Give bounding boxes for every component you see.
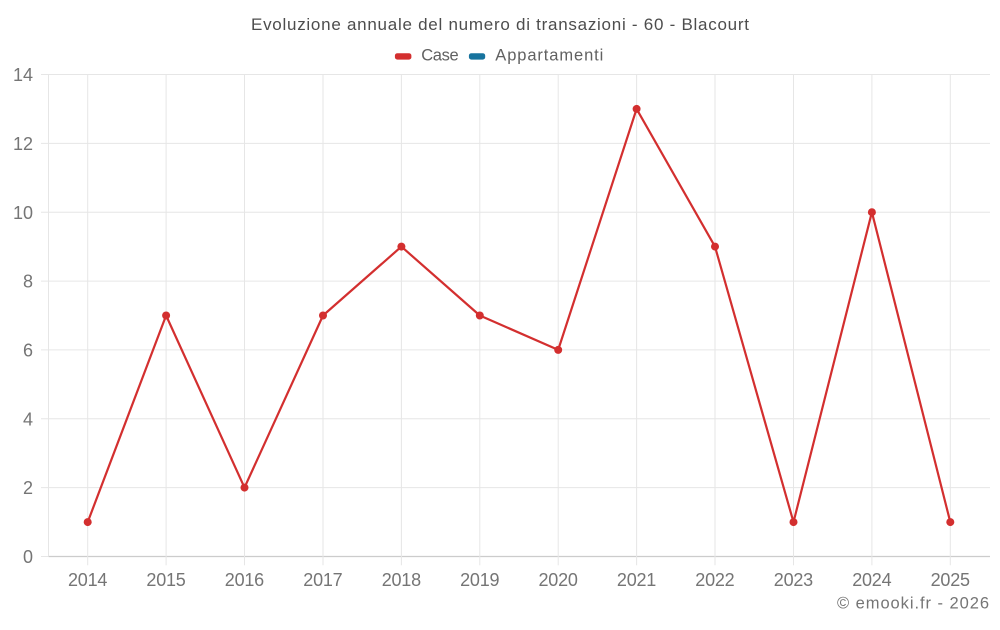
svg-text:2015: 2015 (146, 570, 185, 590)
svg-text:2014: 2014 (68, 570, 107, 590)
svg-text:10: 10 (13, 203, 33, 223)
svg-text:12: 12 (13, 134, 33, 154)
svg-text:0: 0 (23, 547, 33, 567)
svg-text:2024: 2024 (852, 570, 891, 590)
svg-text:6: 6 (23, 341, 33, 361)
svg-text:2022: 2022 (695, 570, 734, 590)
svg-text:2018: 2018 (382, 570, 421, 590)
svg-text:2017: 2017 (303, 570, 342, 590)
svg-text:2025: 2025 (931, 570, 970, 590)
svg-text:© emooki.fr - 2026: © emooki.fr - 2026 (837, 595, 989, 613)
svg-text:2019: 2019 (460, 570, 499, 590)
svg-text:4: 4 (23, 409, 33, 429)
svg-text:14: 14 (13, 65, 33, 85)
svg-text:Case: Case (421, 47, 459, 65)
svg-text:8: 8 (23, 272, 33, 292)
svg-text:2023: 2023 (774, 570, 813, 590)
svg-text:2: 2 (23, 478, 33, 498)
svg-text:2021: 2021 (617, 570, 656, 590)
svg-text:2020: 2020 (539, 570, 578, 590)
svg-text:Evoluzione annuale del numero: Evoluzione annuale del numero di transaz… (251, 15, 749, 34)
svg-text:2016: 2016 (225, 570, 264, 590)
svg-text:Appartamenti: Appartamenti (495, 47, 603, 65)
